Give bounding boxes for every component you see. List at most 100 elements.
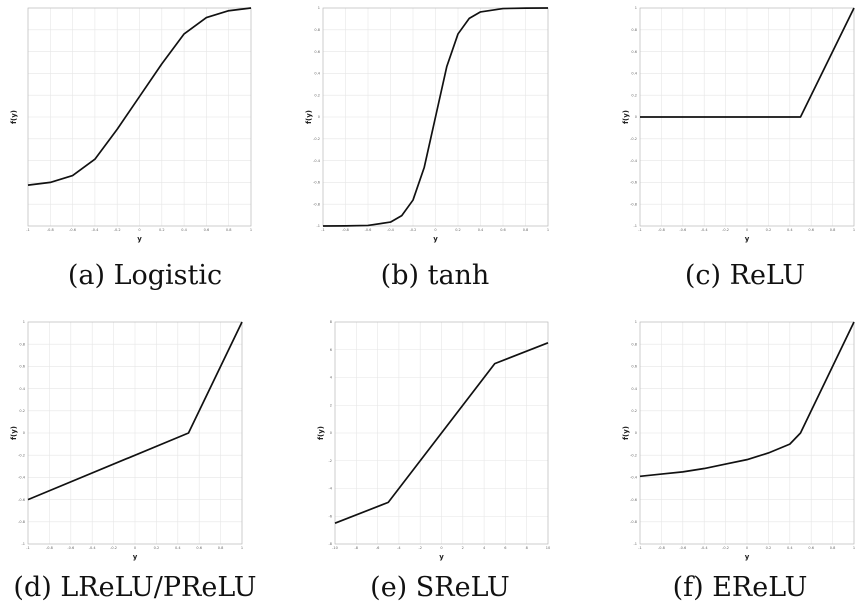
y-tick-label: 0.4 [631, 72, 637, 76]
series-line [27, 321, 243, 501]
y-tick-label: -0.6 [630, 181, 637, 185]
y-axis-label: f(y) [622, 110, 630, 124]
chart-relu: -1 -0.8 -0.6 -0.4 -0.2 0 0.2 0.4 0.6 0.8 1 -1 -0.8 -0… [622, 6, 855, 243]
x-tick-label: 1 [241, 546, 243, 550]
y-tick-label: 0.6 [19, 365, 25, 369]
plot-frame [322, 7, 549, 227]
x-tick-label: 0.2 [159, 228, 165, 232]
y-tick-label: 0.2 [631, 93, 637, 97]
y-tick-label: -0.2 [313, 137, 320, 141]
caption-logistic: (a) Logistic [67, 260, 223, 291]
x-tick-label: 1 [547, 228, 549, 232]
y-tick-label: 8 [330, 320, 332, 324]
y-tick-label: 0 [318, 115, 320, 119]
x-tick-label: -0.2 [722, 228, 729, 232]
y-tick-label: 0.6 [631, 365, 637, 369]
y-tick-label: 0.4 [314, 72, 320, 76]
x-tick-label: 0.8 [523, 228, 529, 232]
plot-frame [639, 321, 855, 545]
caption-lrelu: (d) LReLU/PReLU [13, 572, 257, 603]
y-tick-label: -0.8 [18, 520, 25, 524]
y-tick-label: 0.4 [631, 387, 637, 391]
x-tick-label: -0.4 [387, 228, 395, 232]
caption-relu: (c) ReLU [684, 260, 806, 291]
x-tick-label: -0.8 [658, 228, 665, 232]
caption-erelu: (f) EReLU [672, 572, 808, 603]
x-tick-label: -1 [26, 228, 30, 232]
x-tick-label: 0.6 [500, 228, 506, 232]
x-tick-label: 0.8 [830, 228, 836, 232]
chart-logistic: -1 -0.8 -0.6 -0.4 -0.2 0 0.2 0.4 0.6 0.8 1 y f(y) [10, 7, 252, 243]
y-axis-label: f(y) [622, 426, 630, 440]
y-tick-label: 0.2 [314, 93, 320, 97]
x-tick-label: 0.2 [154, 546, 160, 550]
chart-lrelu: -1 -0.8 -0.6 -0.4 -0.2 0 0.2 0.4 0.6 0.8 1 -1 -0.8 -0… [10, 320, 243, 561]
y-tick-label: -6 [329, 514, 333, 518]
panel-tanh: -1 -0.8 -0.6 -0.4 -0.2 0 0.2 0.4 0.6 0.8 1 -1 -0.8 -0… [300, 0, 570, 300]
x-tick-label: -0.2 [110, 546, 117, 550]
x-tick-label: -1 [321, 228, 325, 232]
series-line [334, 342, 549, 524]
y-tick-label: -0.8 [313, 202, 320, 206]
y-tick-label: 0.8 [314, 28, 320, 32]
x-axis-label: y [439, 553, 444, 561]
y-tick-label: 1 [635, 320, 637, 324]
x-tick-label: -1 [638, 546, 642, 550]
y-tick-label: -0.2 [630, 453, 637, 457]
x-tick-label: -4 [397, 546, 401, 550]
x-tick-label: -6 [376, 546, 380, 550]
y-tick-label: 1 [23, 320, 25, 324]
x-tick-label: 0.6 [808, 228, 814, 232]
x-tick-label: -0.4 [91, 228, 99, 232]
x-tick-label: -0.6 [679, 228, 686, 232]
panel-lrelu: -1 -0.8 -0.6 -0.4 -0.2 0 0.2 0.4 0.6 0.8 1 -1 -0.8 -0… [0, 312, 270, 612]
x-tick-label: -0.6 [69, 228, 76, 232]
x-tick-label: -0.8 [658, 546, 665, 550]
y-tick-label: 0 [330, 431, 332, 435]
x-tick-label: -0.8 [342, 228, 349, 232]
x-tick-label: 8 [526, 546, 528, 550]
x-axis-label: y [133, 553, 138, 561]
y-tick-label: -0.4 [313, 159, 321, 163]
y-tick-label: -1 [634, 542, 638, 546]
x-tick-label: 10 [546, 546, 550, 550]
x-tick-label: 0 [746, 546, 748, 550]
y-tick-label: 6 [330, 348, 332, 352]
y-tick-label: -4 [329, 487, 333, 491]
x-tick-label: 0.2 [766, 546, 772, 550]
panel-erelu: -1 -0.8 -0.6 -0.4 -0.2 0 0.2 0.4 0.6 0.8 1 -1 -0.8 -0… [605, 312, 865, 612]
x-tick-label: -2 [418, 546, 422, 550]
y-tick-label: 1 [635, 6, 637, 10]
y-tick-label: 0.4 [19, 387, 25, 391]
panel-relu: -1 -0.8 -0.6 -0.4 -0.2 0 0.2 0.4 0.6 0.8 1 -1 -0.8 -0… [610, 0, 865, 300]
y-tick-label: 0 [23, 431, 25, 435]
y-tick-label: 2 [330, 403, 332, 407]
y-axis-label: f(y) [10, 426, 18, 440]
x-tick-label: -1 [638, 228, 642, 232]
y-axis-label: f(y) [317, 426, 325, 440]
y-tick-label: 0.2 [631, 409, 637, 413]
series-line [639, 321, 855, 478]
y-tick-label: -0.8 [630, 520, 637, 524]
y-tick-label: -1 [22, 542, 26, 546]
x-tick-label: 0 [746, 228, 748, 232]
y-tick-label: -0.4 [630, 476, 638, 480]
y-axis-label: f(y) [10, 110, 18, 124]
y-tick-label: 0.8 [631, 342, 637, 346]
y-tick-label: -0.6 [630, 498, 637, 502]
x-tick-label: -8 [355, 546, 359, 550]
x-tick-label: -1 [26, 546, 30, 550]
y-tick-label: -0.2 [630, 137, 637, 141]
x-axis-label: y [137, 235, 142, 243]
y-tick-label: -2 [329, 459, 333, 463]
y-tick-label: -8 [329, 542, 333, 546]
x-axis-label: y [433, 235, 438, 243]
x-tick-label: -0.6 [365, 228, 372, 232]
y-tick-label: 0.8 [19, 342, 25, 346]
y-tick-label: -0.2 [18, 453, 25, 457]
y-tick-label: -0.8 [630, 202, 637, 206]
y-tick-label: 0 [635, 431, 637, 435]
x-tick-label: 0.4 [787, 228, 793, 232]
x-tick-label: 0.4 [787, 546, 793, 550]
x-tick-label: 0.6 [196, 546, 202, 550]
